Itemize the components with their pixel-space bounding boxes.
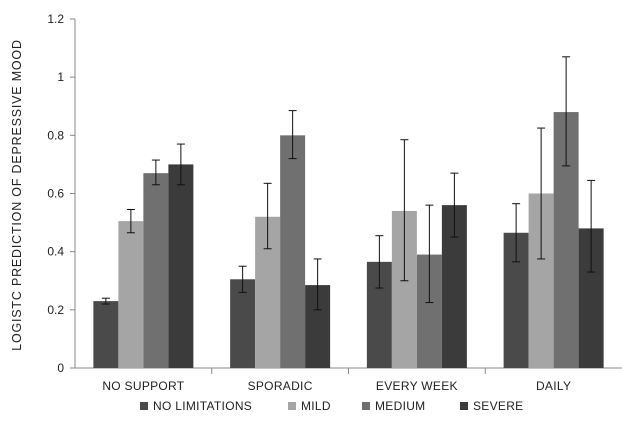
y-tick-label: 1 xyxy=(57,70,64,84)
y-tick-label: 0.8 xyxy=(47,128,64,142)
y-tick-label: 0.2 xyxy=(47,303,64,317)
error-bars xyxy=(101,56,596,311)
y-axis-title-group: LOGISTC PREDICTION OF DEPRESSIVE MOOD xyxy=(10,39,24,351)
bar xyxy=(93,301,119,368)
y-axis-title: LOGISTC PREDICTION OF DEPRESSIVE MOOD xyxy=(10,39,24,351)
y-axis-ticks: 0 0.2 0.4 0.6 0.8 1 1.2 xyxy=(47,12,75,375)
legend-label: SEVERE xyxy=(473,399,524,413)
bar xyxy=(230,279,256,368)
bar xyxy=(280,135,306,368)
y-tick-label: 0.4 xyxy=(47,245,64,259)
y-tick-label: 0.6 xyxy=(47,187,64,201)
bars xyxy=(93,112,604,368)
y-tick-label: 1.2 xyxy=(47,12,64,26)
legend-swatch xyxy=(288,402,296,410)
category-label: SPORADIC xyxy=(248,379,313,393)
bar xyxy=(168,164,194,368)
legend-label: MILD xyxy=(301,399,331,413)
legend-swatch xyxy=(362,402,370,410)
category-label: DAILY xyxy=(536,379,571,393)
y-tick-label: 0 xyxy=(57,361,64,375)
category-labels: NO SUPPORT SPORADIC EVERY WEEK DAILY xyxy=(102,379,571,393)
legend-swatch xyxy=(140,402,148,410)
bar xyxy=(118,221,144,368)
legend-label: NO LIMITATIONS xyxy=(153,399,252,413)
legend: NO LIMITATIONS MILD MEDIUM SEVERE xyxy=(140,399,524,413)
legend-label: MEDIUM xyxy=(375,399,425,413)
bar xyxy=(143,173,169,368)
category-label: EVERY WEEK xyxy=(376,379,458,393)
legend-swatch xyxy=(460,402,468,410)
category-label: NO SUPPORT xyxy=(102,379,184,393)
